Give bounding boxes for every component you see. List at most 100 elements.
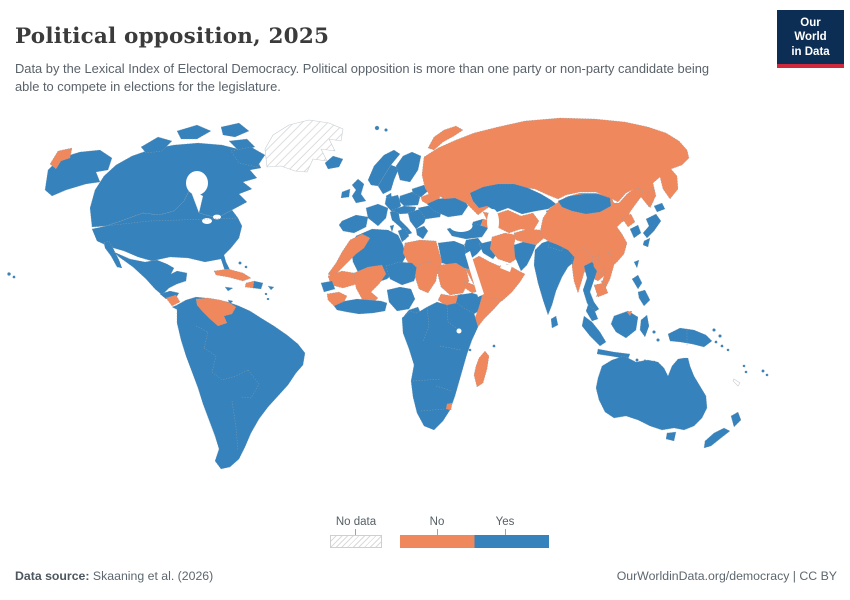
country-malaysia-peninsula[interactable] xyxy=(585,304,599,322)
legend-nodata-swatch[interactable] xyxy=(330,535,382,548)
country-iberia[interactable] xyxy=(338,214,369,234)
country-canada-island-3[interactable] xyxy=(220,122,250,138)
country-pakistan[interactable] xyxy=(513,241,537,272)
country-france[interactable] xyxy=(365,203,389,227)
country-niger[interactable] xyxy=(385,261,419,286)
legend-nodata-label[interactable]: No data xyxy=(335,516,377,528)
country-westafrica-coast[interactable] xyxy=(333,298,388,315)
country-japan-kyushu[interactable] xyxy=(642,237,651,248)
country-central-europe[interactable] xyxy=(391,205,417,215)
country-thailand[interactable] xyxy=(582,261,600,314)
country-philippines-mindanao[interactable] xyxy=(637,289,651,307)
country-russia-west-fragment[interactable] xyxy=(49,147,73,170)
country-iran[interactable] xyxy=(489,232,519,264)
country-uk[interactable] xyxy=(351,178,367,204)
country-india[interactable] xyxy=(533,239,579,316)
country-baltics[interactable] xyxy=(411,184,429,198)
country-nigeria[interactable] xyxy=(386,286,416,312)
country-africa-south[interactable] xyxy=(401,301,479,431)
country-java[interactable] xyxy=(596,348,631,360)
country-japan-honshu[interactable] xyxy=(642,213,662,239)
country-canada-island-baffin[interactable] xyxy=(230,146,266,168)
country-lesser-sunda-1[interactable] xyxy=(635,358,639,362)
country-cuba[interactable] xyxy=(213,268,252,282)
country-png-island-1[interactable] xyxy=(712,328,716,332)
country-fiji-2[interactable] xyxy=(765,373,769,377)
country-mongolia[interactable] xyxy=(557,193,612,215)
country-mauritius[interactable] xyxy=(492,344,496,348)
country-greece[interactable] xyxy=(415,225,429,240)
country-myanmar[interactable] xyxy=(571,247,591,294)
country-new-caledonia[interactable] xyxy=(732,378,741,387)
country-sardinia[interactable] xyxy=(389,224,395,233)
country-tunisia[interactable] xyxy=(397,227,410,243)
country-new-guinea[interactable] xyxy=(667,327,713,348)
legend-no-label[interactable]: No xyxy=(429,516,445,528)
country-greenland[interactable] xyxy=(264,119,344,173)
country-venezuela[interactable] xyxy=(195,297,237,327)
country-trinidad[interactable] xyxy=(227,299,234,305)
country-usa-hawaii-1[interactable] xyxy=(7,272,11,276)
country-canada-island-2[interactable] xyxy=(176,124,212,140)
country-somalia[interactable] xyxy=(474,295,503,329)
country-finland[interactable] xyxy=(395,151,422,183)
country-mexico[interactable] xyxy=(113,251,188,296)
country-senegal[interactable] xyxy=(320,280,336,293)
country-south-korea[interactable] xyxy=(629,224,642,239)
country-comoros[interactable] xyxy=(468,348,472,352)
country-taiwan[interactable] xyxy=(633,259,640,269)
country-canada-island-1[interactable] xyxy=(140,136,173,154)
country-mali-burkina[interactable] xyxy=(353,264,387,306)
country-australia[interactable] xyxy=(595,355,708,431)
country-borneo[interactable] xyxy=(610,310,639,339)
country-fiji-1[interactable] xyxy=(761,369,765,373)
country-chad[interactable] xyxy=(414,261,439,294)
legend-no-swatch[interactable] xyxy=(400,535,475,548)
country-tasmania[interactable] xyxy=(665,431,677,442)
country-nicaragua[interactable] xyxy=(165,294,181,307)
country-sweden[interactable] xyxy=(377,164,400,195)
country-north-korea[interactable] xyxy=(621,213,636,228)
country-haiti[interactable] xyxy=(244,280,255,289)
country-sudan[interactable] xyxy=(437,262,470,296)
country-usa[interactable] xyxy=(91,188,243,273)
country-solomon-2[interactable] xyxy=(720,344,724,348)
country-nz-south-island[interactable] xyxy=(703,427,731,449)
country-jamaica[interactable] xyxy=(224,286,234,292)
country-iceland[interactable] xyxy=(324,155,344,170)
country-usa-hawaii-2[interactable] xyxy=(12,275,16,279)
country-canada[interactable] xyxy=(89,142,262,228)
country-sakhalin[interactable] xyxy=(646,187,655,209)
footer-license-link[interactable]: CC BY xyxy=(799,569,837,583)
country-lesser-antilles-2[interactable] xyxy=(266,297,270,301)
country-norway[interactable] xyxy=(367,149,401,187)
legend-yes-swatch[interactable] xyxy=(474,535,550,548)
country-kazakhstan[interactable] xyxy=(469,183,557,215)
country-solomon-1[interactable] xyxy=(714,340,718,344)
country-japan-hokkaido[interactable] xyxy=(653,202,666,213)
country-puerto-rico[interactable] xyxy=(267,285,275,291)
country-novaya-zemlya[interactable] xyxy=(427,125,464,151)
country-svalbard-1[interactable] xyxy=(374,125,380,131)
country-philippines-luzon[interactable] xyxy=(631,274,643,290)
country-bahamas-1[interactable] xyxy=(238,261,242,265)
country-brunei[interactable] xyxy=(626,310,633,317)
country-morocco-wsahara[interactable] xyxy=(327,233,371,278)
owid-logo[interactable]: Our World in Data xyxy=(777,10,844,69)
country-eritrea-djibouti[interactable] xyxy=(463,280,480,294)
country-bahamas-2[interactable] xyxy=(244,265,248,269)
country-dominican-republic[interactable] xyxy=(252,280,264,290)
country-south-america[interactable] xyxy=(176,296,306,470)
country-nepal[interactable] xyxy=(547,241,565,252)
country-nz-north-island[interactable] xyxy=(730,411,742,428)
country-lesser-antilles-1[interactable] xyxy=(264,292,268,296)
country-cambodia[interactable] xyxy=(593,282,609,298)
country-moluccas-2[interactable] xyxy=(656,338,660,342)
country-sumatra[interactable] xyxy=(581,315,607,347)
legend-yes-label[interactable]: Yes xyxy=(495,516,515,528)
country-madagascar[interactable] xyxy=(473,350,490,388)
country-sulawesi[interactable] xyxy=(639,314,650,338)
country-solomon-3[interactable] xyxy=(726,348,730,352)
country-afghanistan[interactable] xyxy=(513,228,545,246)
country-png-island-2[interactable] xyxy=(718,334,722,338)
